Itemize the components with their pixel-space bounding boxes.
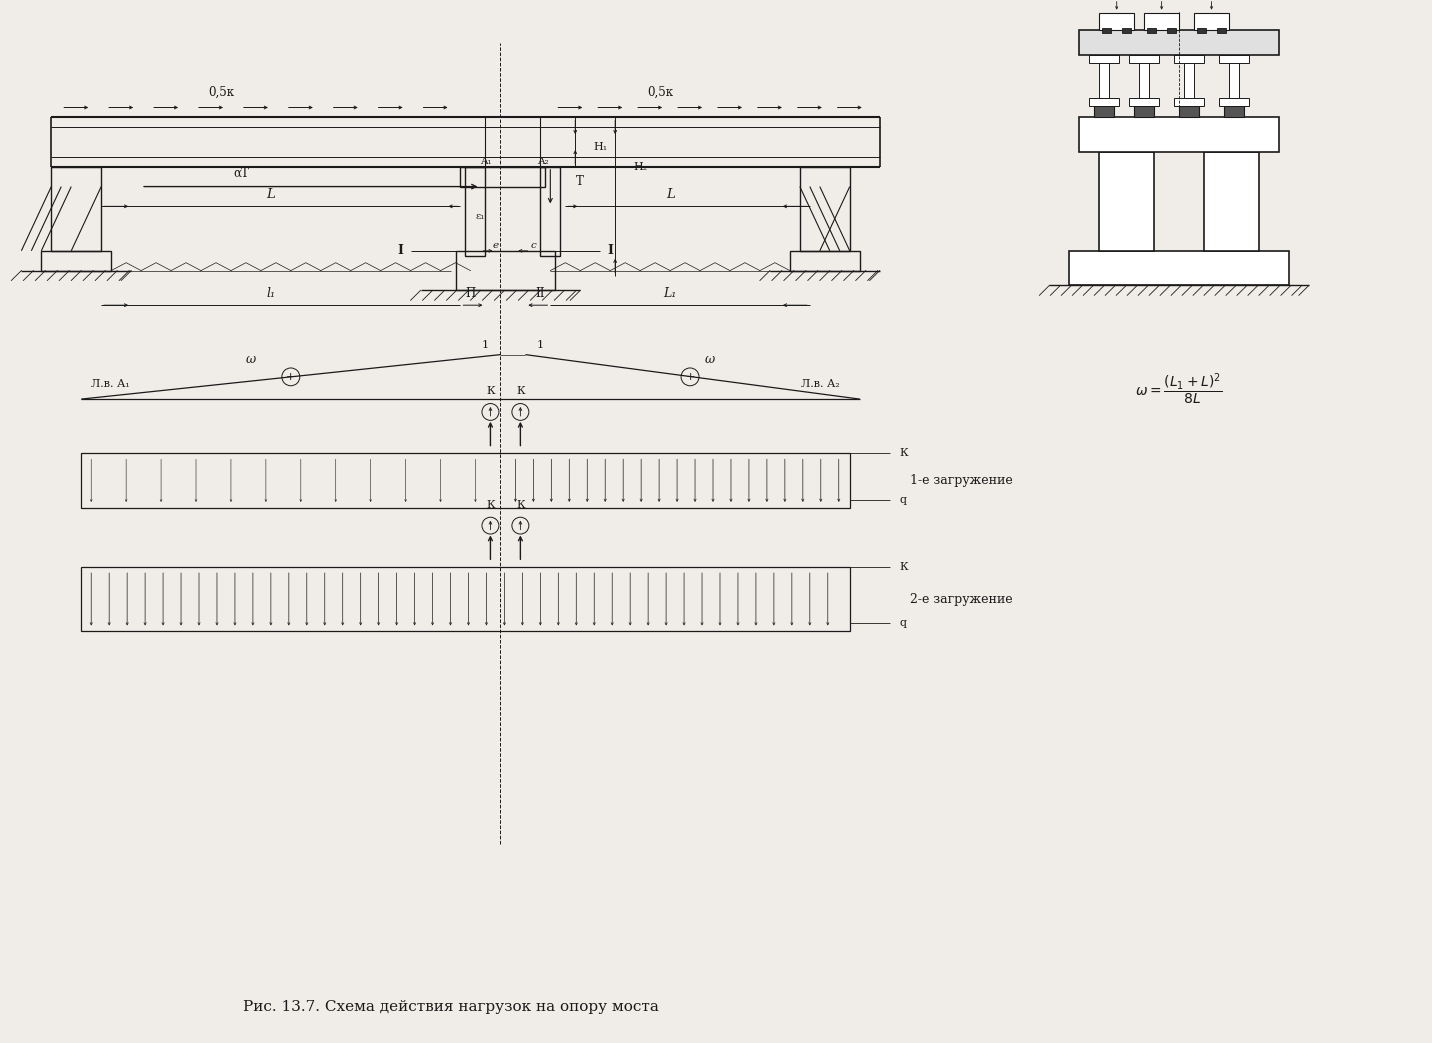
Bar	[42, 250, 112, 270]
Text: l₁: l₁	[266, 287, 275, 299]
Text: 2-е загружение: 2-е загружение	[909, 592, 1012, 606]
Bar	[1100, 63, 1110, 98]
Bar	[1080, 118, 1279, 152]
Bar	[1134, 105, 1154, 118]
Bar	[1219, 98, 1249, 105]
Bar	[1197, 28, 1206, 33]
Text: +: +	[286, 372, 295, 382]
Bar	[1070, 250, 1289, 286]
Text: c: c	[530, 241, 536, 250]
Text: L: L	[266, 188, 275, 201]
Bar	[461, 167, 546, 187]
Text: H₂: H₂	[633, 162, 647, 172]
Text: П: П	[465, 287, 475, 299]
Text: К: К	[899, 448, 908, 459]
Bar	[1100, 152, 1154, 250]
Bar	[1217, 28, 1226, 33]
Text: ω: ω	[705, 354, 715, 366]
Text: I: I	[607, 244, 613, 258]
Text: К: К	[516, 386, 524, 396]
Bar	[1167, 28, 1176, 33]
Bar	[1130, 55, 1158, 63]
Text: 0,5к: 0,5к	[647, 87, 673, 99]
Bar	[455, 250, 556, 290]
Bar	[52, 167, 102, 250]
Text: +: +	[686, 372, 695, 382]
Text: 1: 1	[537, 340, 544, 349]
Text: L: L	[666, 188, 674, 201]
Bar	[1174, 55, 1204, 63]
Text: αТ: αТ	[233, 167, 249, 180]
Text: 1: 1	[483, 340, 488, 349]
Text: T: T	[576, 175, 584, 188]
Bar	[1140, 63, 1148, 98]
Text: Рис. 13.7. Схема действия нагрузок на опору моста: Рис. 13.7. Схема действия нагрузок на оп…	[242, 1000, 659, 1014]
Text: 1-е загружение: 1-е загружение	[909, 475, 1012, 487]
Text: H₁: H₁	[593, 142, 607, 152]
Text: К: К	[485, 500, 494, 510]
Bar	[1144, 13, 1179, 30]
Bar	[1229, 63, 1239, 98]
Bar	[1147, 28, 1156, 33]
Bar	[1094, 105, 1114, 118]
Text: Л.в. А₁: Л.в. А₁	[92, 380, 130, 389]
Text: ε₁: ε₁	[475, 212, 485, 221]
Text: К: К	[485, 386, 494, 396]
Text: II: II	[536, 287, 546, 299]
Text: Л.в. А₂: Л.в. А₂	[800, 380, 839, 389]
Text: q: q	[899, 618, 906, 629]
Bar	[1100, 13, 1134, 30]
Bar	[1179, 105, 1199, 118]
Bar	[465, 167, 485, 256]
Text: К: К	[899, 562, 908, 573]
Bar	[1204, 152, 1259, 250]
Bar	[800, 167, 849, 250]
Text: q: q	[899, 495, 906, 505]
Bar	[82, 567, 849, 631]
Bar	[1103, 28, 1111, 33]
Bar	[1194, 13, 1229, 30]
Bar	[790, 250, 859, 270]
Text: I: I	[398, 244, 404, 258]
Text: $\omega = \dfrac{(L_1+L)^2}{8L}$: $\omega = \dfrac{(L_1+L)^2}{8L}$	[1136, 371, 1223, 407]
Bar	[1123, 28, 1131, 33]
Bar	[540, 167, 560, 256]
Bar	[1080, 30, 1279, 55]
Bar	[82, 454, 849, 508]
Text: 0,5к: 0,5к	[208, 87, 233, 99]
Text: e: e	[493, 241, 498, 250]
Bar	[1184, 63, 1194, 98]
Bar	[1130, 98, 1158, 105]
Bar	[1224, 105, 1244, 118]
Text: L₁: L₁	[663, 287, 677, 299]
Bar	[1090, 98, 1120, 105]
Text: К: К	[516, 500, 524, 510]
Bar	[1219, 55, 1249, 63]
Text: A₁: A₁	[480, 157, 491, 167]
Bar	[1090, 55, 1120, 63]
Text: ω: ω	[246, 354, 256, 366]
Text: A₂: A₂	[537, 157, 548, 167]
Bar	[1174, 98, 1204, 105]
